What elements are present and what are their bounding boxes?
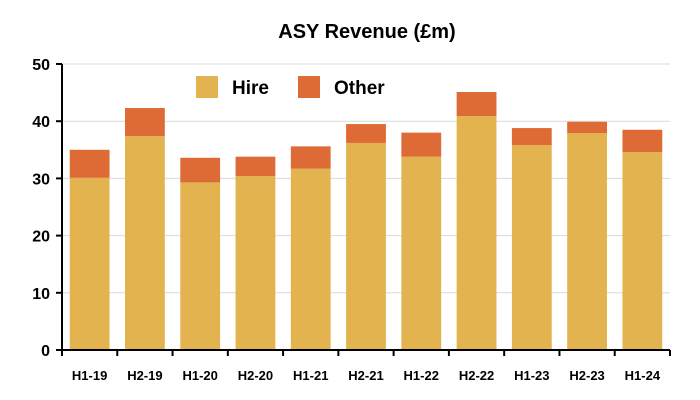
x-tick-label: H2-19 (127, 368, 162, 383)
y-tick-label: 0 (41, 343, 50, 360)
legend-swatch-other (298, 76, 320, 98)
bar-hire-h2-22 (456, 116, 497, 350)
y-tick-label: 20 (32, 229, 50, 246)
bar-other-h1-22 (401, 132, 442, 157)
bar-hire-h1-22 (401, 156, 442, 350)
bar-hire-h1-23 (511, 145, 552, 350)
x-tick-label: H2-21 (348, 368, 383, 383)
bar-hire-h2-20 (235, 176, 276, 350)
bar-hire-h1-24 (622, 152, 663, 350)
bar-other-h1-23 (511, 128, 552, 146)
bar-other-h2-19 (125, 108, 165, 137)
x-tick-label: H2-23 (569, 368, 604, 383)
y-tick-label: 10 (32, 286, 50, 303)
bar-hire-h2-21 (346, 142, 386, 350)
bar-other-h1-24 (622, 129, 663, 153)
axes-layer: 0 10 20 30 40 50 H1-19 H2-19 H1-20 H2-20 H1-21 H2-2… (32, 57, 671, 383)
bar-hire-h2-19 (125, 136, 165, 350)
bar-hire-h2-23 (567, 133, 607, 350)
bars-layer (69, 92, 663, 350)
bar-other-h1-19 (69, 149, 110, 178)
legend-swatch-hire (196, 76, 218, 98)
x-tick-label: H1-22 (404, 368, 439, 383)
bar-other-h2-22 (456, 92, 497, 117)
legend-label-other: Other (334, 78, 385, 99)
bar-hire-h1-21 (290, 168, 331, 350)
x-tick-label: H1-19 (72, 368, 107, 383)
bar-other-h2-23 (567, 121, 607, 134)
x-tick-label: H2-22 (459, 368, 494, 383)
chart-title: ASY Revenue (£m) (278, 21, 455, 43)
bar-hire-h1-20 (180, 182, 221, 350)
x-tick-label: H1-24 (625, 368, 661, 383)
x-tick-label: H1-20 (182, 368, 217, 383)
x-tick-label: H1-23 (514, 368, 549, 383)
legend-label-hire: Hire (232, 78, 269, 99)
bar-other-h1-20 (180, 157, 221, 183)
x-tick-label: H1-21 (293, 368, 328, 383)
legend: Hire Other (196, 76, 385, 99)
y-tick-label: 50 (32, 57, 50, 74)
bar-other-h2-21 (346, 124, 386, 143)
x-tick-label: H2-20 (238, 368, 273, 383)
bar-hire-h1-19 (69, 177, 110, 350)
bar-other-h1-21 (290, 146, 331, 169)
y-tick-label: 40 (32, 114, 50, 131)
bar-other-h2-20 (235, 156, 276, 177)
y-tick-label: 30 (32, 171, 50, 188)
